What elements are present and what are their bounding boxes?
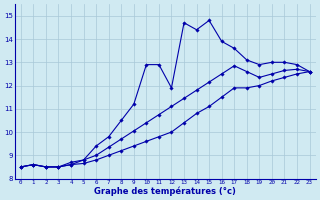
X-axis label: Graphe des températures (°c): Graphe des températures (°c) (94, 186, 236, 196)
